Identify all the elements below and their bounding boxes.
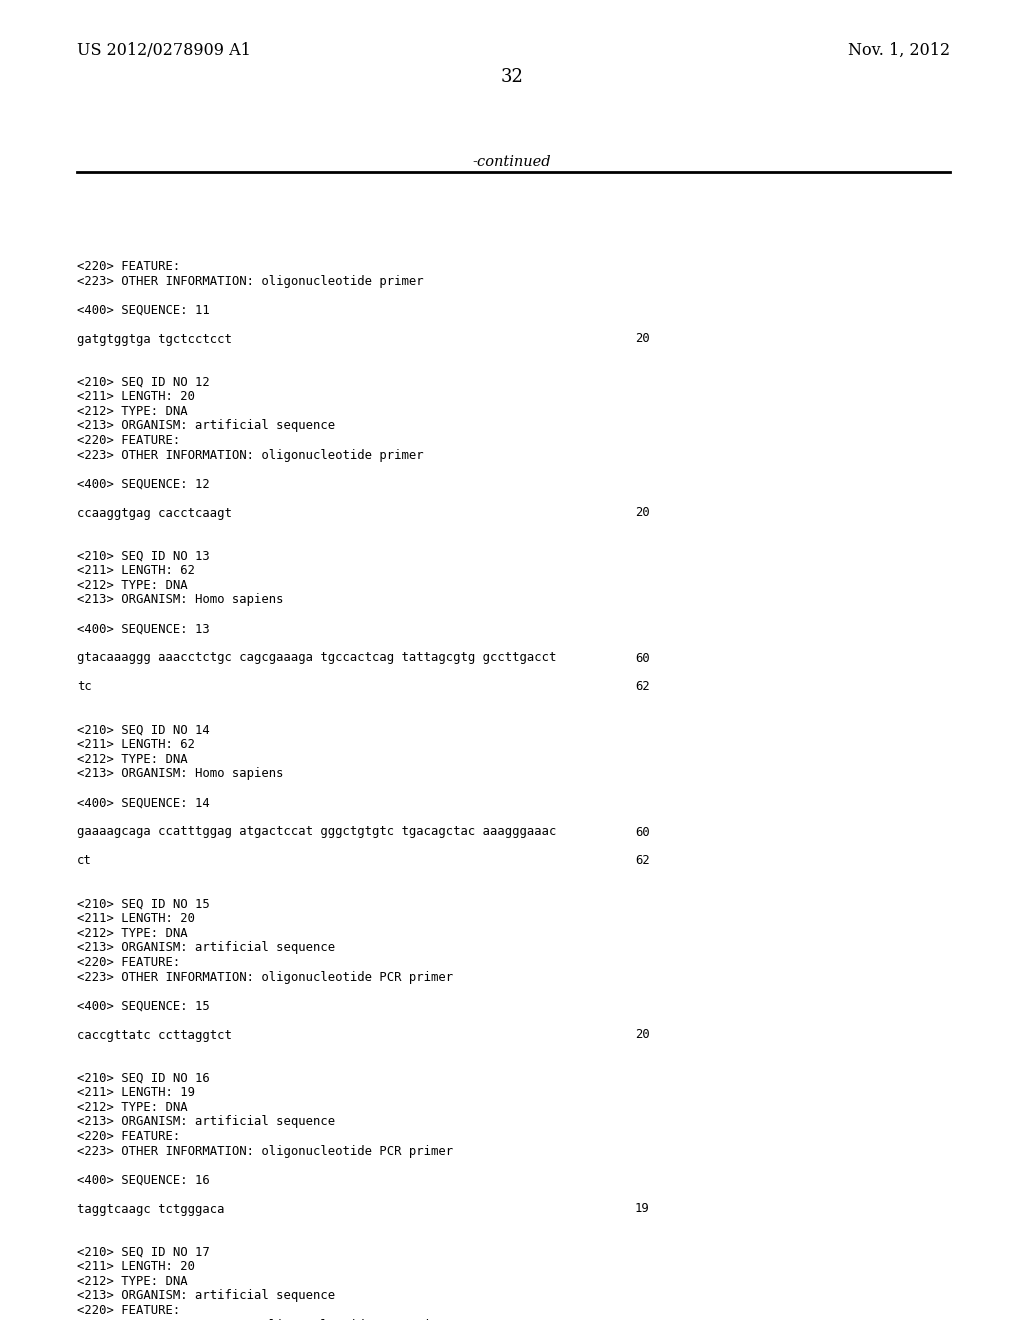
Text: <211> LENGTH: 62: <211> LENGTH: 62 [77, 565, 195, 578]
Text: gaaaagcaga ccatttggag atgactccat gggctgtgtc tgacagctac aaagggaaac: gaaaagcaga ccatttggag atgactccat gggctgt… [77, 825, 556, 838]
Text: US 2012/0278909 A1: US 2012/0278909 A1 [77, 42, 251, 59]
Text: 60: 60 [635, 825, 650, 838]
Text: <400> SEQUENCE: 14: <400> SEQUENCE: 14 [77, 796, 210, 809]
Text: <211> LENGTH: 20: <211> LENGTH: 20 [77, 912, 195, 925]
Text: <223> OTHER INFORMATION: oligonucleotide primer: <223> OTHER INFORMATION: oligonucleotide… [77, 449, 424, 462]
Text: <220> FEATURE:: <220> FEATURE: [77, 956, 180, 969]
Text: 60: 60 [635, 652, 650, 664]
Text: <400> SEQUENCE: 12: <400> SEQUENCE: 12 [77, 478, 210, 491]
Text: <210> SEQ ID NO 17: <210> SEQ ID NO 17 [77, 1246, 210, 1259]
Text: <213> ORGANISM: artificial sequence: <213> ORGANISM: artificial sequence [77, 1115, 335, 1129]
Text: ccaaggtgag cacctcaagt: ccaaggtgag cacctcaagt [77, 507, 231, 520]
Text: <213> ORGANISM: Homo sapiens: <213> ORGANISM: Homo sapiens [77, 594, 284, 606]
Text: <211> LENGTH: 62: <211> LENGTH: 62 [77, 738, 195, 751]
Text: taggtcaagc tctgggaca: taggtcaagc tctgggaca [77, 1203, 224, 1216]
Text: caccgttatc ccttaggtct: caccgttatc ccttaggtct [77, 1028, 231, 1041]
Text: gatgtggtga tgctcctcct: gatgtggtga tgctcctcct [77, 333, 231, 346]
Text: gtacaaaggg aaacctctgc cagcgaaaga tgccactcag tattagcgtg gccttgacct: gtacaaaggg aaacctctgc cagcgaaaga tgccact… [77, 652, 556, 664]
Text: <211> LENGTH: 20: <211> LENGTH: 20 [77, 391, 195, 404]
Text: <220> FEATURE:: <220> FEATURE: [77, 1304, 180, 1317]
Text: 62: 62 [635, 854, 650, 867]
Text: <223> OTHER INFORMATION: oligonucleotide PCR primer: <223> OTHER INFORMATION: oligonucleotide… [77, 970, 454, 983]
Text: 20: 20 [635, 333, 650, 346]
Text: <223> OTHER INFORMATION: oligonucleotide PCR primer: <223> OTHER INFORMATION: oligonucleotide… [77, 1319, 454, 1320]
Text: <223> OTHER INFORMATION: oligonucleotide PCR primer: <223> OTHER INFORMATION: oligonucleotide… [77, 1144, 454, 1158]
Text: <212> TYPE: DNA: <212> TYPE: DNA [77, 1101, 187, 1114]
Text: <220> FEATURE:: <220> FEATURE: [77, 434, 180, 447]
Text: Nov. 1, 2012: Nov. 1, 2012 [848, 42, 950, 59]
Text: <400> SEQUENCE: 13: <400> SEQUENCE: 13 [77, 623, 210, 635]
Text: <400> SEQUENCE: 15: <400> SEQUENCE: 15 [77, 999, 210, 1012]
Text: <220> FEATURE:: <220> FEATURE: [77, 1130, 180, 1143]
Text: <212> TYPE: DNA: <212> TYPE: DNA [77, 579, 187, 591]
Text: 32: 32 [501, 69, 523, 86]
Text: 20: 20 [635, 507, 650, 520]
Text: <213> ORGANISM: artificial sequence: <213> ORGANISM: artificial sequence [77, 1290, 335, 1303]
Text: <212> TYPE: DNA: <212> TYPE: DNA [77, 752, 187, 766]
Text: 20: 20 [635, 1028, 650, 1041]
Text: <210> SEQ ID NO 12: <210> SEQ ID NO 12 [77, 376, 210, 389]
Text: <400> SEQUENCE: 11: <400> SEQUENCE: 11 [77, 304, 210, 317]
Text: <210> SEQ ID NO 16: <210> SEQ ID NO 16 [77, 1072, 210, 1085]
Text: <223> OTHER INFORMATION: oligonucleotide primer: <223> OTHER INFORMATION: oligonucleotide… [77, 275, 424, 288]
Text: <210> SEQ ID NO 15: <210> SEQ ID NO 15 [77, 898, 210, 911]
Text: ct: ct [77, 854, 92, 867]
Text: <211> LENGTH: 20: <211> LENGTH: 20 [77, 1261, 195, 1274]
Text: <400> SEQUENCE: 16: <400> SEQUENCE: 16 [77, 1173, 210, 1187]
Text: <212> TYPE: DNA: <212> TYPE: DNA [77, 1275, 187, 1288]
Text: <210> SEQ ID NO 13: <210> SEQ ID NO 13 [77, 550, 210, 564]
Text: <212> TYPE: DNA: <212> TYPE: DNA [77, 927, 187, 940]
Text: <220> FEATURE:: <220> FEATURE: [77, 260, 180, 273]
Text: <213> ORGANISM: Homo sapiens: <213> ORGANISM: Homo sapiens [77, 767, 284, 780]
Text: <211> LENGTH: 19: <211> LENGTH: 19 [77, 1086, 195, 1100]
Text: tc: tc [77, 681, 92, 693]
Text: 62: 62 [635, 681, 650, 693]
Text: 19: 19 [635, 1203, 650, 1216]
Text: -continued: -continued [473, 154, 551, 169]
Text: <212> TYPE: DNA: <212> TYPE: DNA [77, 405, 187, 418]
Text: <210> SEQ ID NO 14: <210> SEQ ID NO 14 [77, 723, 210, 737]
Text: <213> ORGANISM: artificial sequence: <213> ORGANISM: artificial sequence [77, 420, 335, 433]
Text: <213> ORGANISM: artificial sequence: <213> ORGANISM: artificial sequence [77, 941, 335, 954]
